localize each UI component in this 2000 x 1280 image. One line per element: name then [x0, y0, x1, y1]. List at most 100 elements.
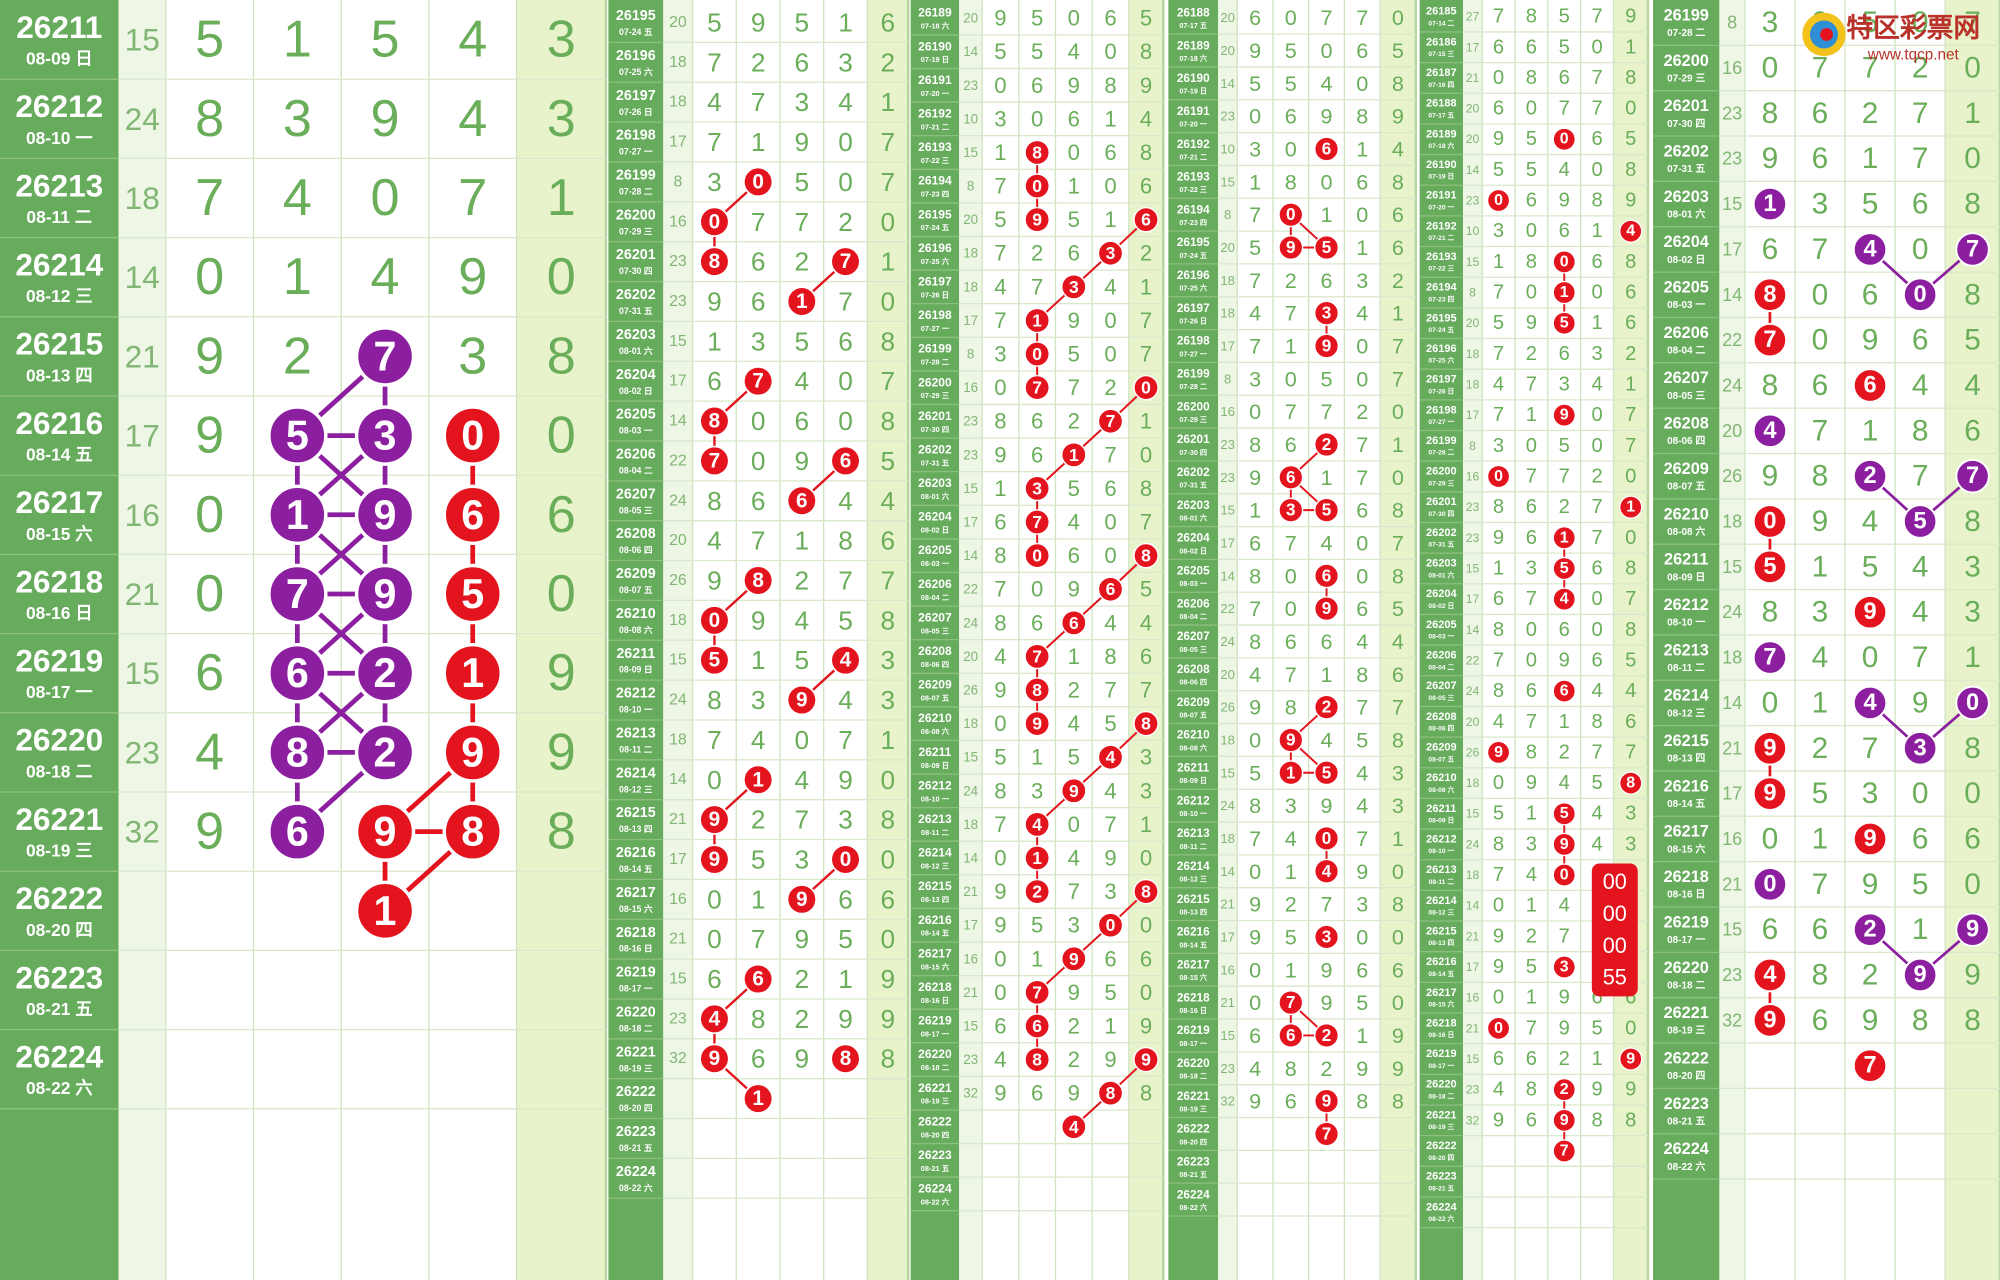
last-digit: 8: [1625, 159, 1636, 181]
digit: 7: [1812, 233, 1829, 266]
last-digit: 0: [547, 407, 576, 465]
highlight-digit: 8: [1141, 546, 1151, 566]
date: 08-12 三: [1667, 707, 1705, 719]
digit: 6: [1526, 190, 1537, 212]
digit: 4: [1493, 374, 1504, 396]
issue: 26208: [1664, 415, 1709, 433]
digit: 9: [1068, 1081, 1080, 1106]
date: 07-27 一: [619, 147, 653, 157]
date: 08-10 一: [26, 128, 93, 148]
sum: 17: [1466, 408, 1480, 422]
highlight-circle: [1619, 1047, 1643, 1071]
digit: 4: [1321, 727, 1333, 752]
digit: 1: [283, 11, 312, 69]
issue: 26199: [1664, 6, 1709, 24]
highlight-digit: 4: [1863, 690, 1877, 716]
digit: 0: [707, 765, 722, 795]
digit: 2: [1068, 1013, 1080, 1038]
highlight-circle: [1902, 730, 1938, 766]
last-digit: 0: [1964, 777, 1981, 810]
digit: 4: [1068, 845, 1080, 870]
digit: 7: [1526, 374, 1537, 396]
highlight-circle: [1902, 957, 1938, 993]
digit: 4: [1812, 641, 1829, 674]
highlight-circle: [1024, 643, 1050, 670]
issue: 26214: [1426, 895, 1457, 907]
sum: 23: [1220, 1061, 1235, 1076]
last-digit: 1: [1140, 812, 1152, 837]
highlight-circle: [1852, 368, 1888, 403]
highlight-digit: 5: [1560, 315, 1569, 332]
digit: 0: [371, 169, 400, 227]
digit: 0: [838, 366, 853, 396]
highlight-circle: [1752, 867, 1788, 902]
digit: 6: [1285, 629, 1297, 654]
digit: 7: [1591, 527, 1602, 549]
digit: 0: [1249, 104, 1261, 129]
date: 07-27 一: [921, 324, 950, 333]
date: 07-29 三: [1428, 479, 1454, 487]
issue: 26200: [616, 207, 656, 223]
digit: 8: [1591, 1109, 1602, 1131]
sum: 17: [1466, 40, 1480, 54]
digit: 8: [994, 778, 1006, 803]
date: 08-05 三: [921, 626, 950, 635]
digit: 9: [1321, 957, 1333, 982]
issue: 26194: [1426, 282, 1457, 294]
last-digit: 0: [1392, 465, 1404, 490]
date: 08-15 六: [1667, 842, 1705, 855]
last-digit: 0: [880, 207, 895, 237]
issue: 26217: [616, 885, 656, 901]
digit: 8: [1526, 6, 1537, 28]
highlight-digit: 9: [1032, 210, 1042, 230]
date: 08-19 三: [921, 1097, 950, 1106]
last-digit: 0: [547, 248, 576, 306]
digit: 1: [1285, 957, 1297, 982]
sum: 21: [1220, 995, 1235, 1010]
issue: 26208: [1177, 662, 1210, 676]
digit: 1: [1812, 686, 1829, 719]
digit: 4: [1068, 39, 1080, 64]
last-digit: 9: [1625, 190, 1636, 212]
sum: 15: [963, 481, 978, 496]
date: 08-17 一: [1428, 1063, 1454, 1070]
digit: 7: [1104, 678, 1116, 703]
digit: 0: [1249, 859, 1261, 884]
highlight-digit: 7: [1763, 645, 1776, 671]
highlight-circle: [1314, 858, 1340, 884]
digit: 2: [1031, 241, 1043, 266]
highlight-circle: [442, 801, 503, 862]
sum: 16: [1466, 991, 1480, 1005]
sum: 17: [1220, 535, 1235, 550]
digit: 3: [1812, 596, 1829, 629]
highlight-circle: [1061, 609, 1087, 636]
digit: 7: [1591, 496, 1602, 518]
date: 07-23 四: [1428, 295, 1454, 303]
digit: 7: [994, 174, 1006, 199]
date: 07-18 六: [1428, 141, 1454, 150]
highlight-digit: 2: [1322, 435, 1332, 454]
date: 08-20 四: [1667, 1070, 1705, 1082]
digit: 6: [1249, 5, 1261, 30]
sum: 10: [1220, 142, 1235, 157]
date: 07-26 日: [921, 290, 949, 299]
digit: 2: [751, 47, 766, 77]
highlight-digit: 3: [1914, 735, 1927, 761]
issue: 26221: [918, 1081, 952, 1095]
digit: 1: [751, 645, 766, 675]
highlight-circle: [1314, 924, 1340, 950]
digit: 4: [994, 1047, 1006, 1072]
date: 08-17 一: [619, 984, 653, 994]
digit: 0: [1031, 106, 1043, 131]
highlight-digit: 7: [286, 571, 309, 617]
sum: 16: [1722, 58, 1742, 78]
highlight-circle: [1852, 232, 1888, 267]
issue: 26223: [1426, 1171, 1457, 1183]
digit: 6: [1285, 432, 1297, 457]
digit: 7: [1321, 892, 1333, 917]
highlight-digit: 1: [1286, 763, 1296, 782]
digit: 4: [838, 87, 853, 117]
digit: 4: [1862, 505, 1879, 538]
date: 08-06 四: [1428, 725, 1454, 733]
issue: 26192: [1426, 220, 1457, 232]
